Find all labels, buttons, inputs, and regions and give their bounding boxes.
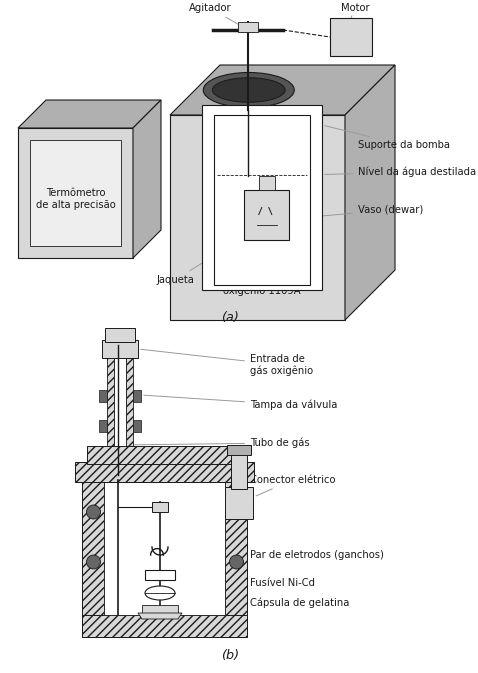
Bar	[145, 570, 175, 580]
Ellipse shape	[145, 586, 175, 600]
Text: Entrada de
gás oxigênio: Entrada de gás oxigênio	[141, 349, 313, 376]
Circle shape	[87, 555, 100, 569]
Polygon shape	[170, 65, 395, 115]
Bar	[202, 105, 322, 290]
Bar	[152, 502, 168, 512]
Bar	[83, 482, 105, 637]
Text: Par de eletrodos (ganchos): Par de eletrodos (ganchos)	[171, 550, 384, 560]
Polygon shape	[345, 65, 395, 320]
Bar	[226, 487, 253, 519]
Bar	[107, 340, 114, 480]
Bar	[93, 460, 148, 482]
Text: Fusível Ni-Cd: Fusível Ni-Cd	[178, 575, 315, 588]
Bar	[244, 190, 289, 240]
Text: Agitador: Agitador	[189, 3, 246, 29]
Bar	[114, 340, 126, 480]
Text: Jaqueta: Jaqueta	[156, 262, 205, 285]
Bar	[330, 18, 372, 56]
Text: Nível da água destilada: Nível da água destilada	[325, 167, 476, 177]
Text: Cápsula de gelatina: Cápsula de gelatina	[178, 593, 349, 608]
Polygon shape	[133, 100, 161, 258]
Bar	[238, 22, 258, 32]
Bar	[133, 420, 141, 432]
Bar	[83, 615, 248, 637]
Text: Vaso (dewar): Vaso (dewar)	[313, 205, 423, 217]
Polygon shape	[18, 100, 161, 128]
Bar	[102, 340, 138, 358]
Text: Conector elétrico: Conector elétrico	[250, 475, 336, 496]
Text: Tubo de gás: Tubo de gás	[121, 437, 310, 448]
Circle shape	[229, 505, 243, 519]
Polygon shape	[170, 115, 345, 320]
Polygon shape	[138, 613, 182, 619]
Bar	[30, 140, 121, 246]
Ellipse shape	[203, 73, 294, 108]
Bar	[142, 605, 178, 613]
Bar	[259, 176, 275, 190]
Text: Termômetro
de alta precisão: Termômetro de alta precisão	[36, 188, 115, 210]
Text: Tampa da válvula: Tampa da válvula	[144, 395, 337, 411]
Text: (a): (a)	[221, 312, 239, 324]
Bar	[231, 452, 248, 489]
Polygon shape	[18, 128, 133, 258]
Bar	[226, 482, 248, 637]
Bar	[214, 115, 310, 285]
Bar	[99, 420, 107, 432]
Ellipse shape	[212, 78, 285, 102]
Circle shape	[87, 505, 100, 519]
Text: Suporte da bomba: Suporte da bomba	[325, 126, 450, 150]
Circle shape	[229, 555, 243, 569]
Bar	[99, 390, 107, 402]
Bar	[133, 390, 141, 402]
Text: (b): (b)	[221, 649, 239, 662]
Text: Motor: Motor	[341, 3, 369, 18]
Bar	[126, 340, 133, 480]
Bar	[228, 445, 251, 455]
Bar	[76, 462, 254, 482]
Bar	[105, 328, 135, 342]
Text: Bomba de
oxigênio 1109A: Bomba de oxigênio 1109A	[223, 242, 301, 296]
Bar	[87, 446, 242, 464]
Bar	[105, 482, 226, 615]
